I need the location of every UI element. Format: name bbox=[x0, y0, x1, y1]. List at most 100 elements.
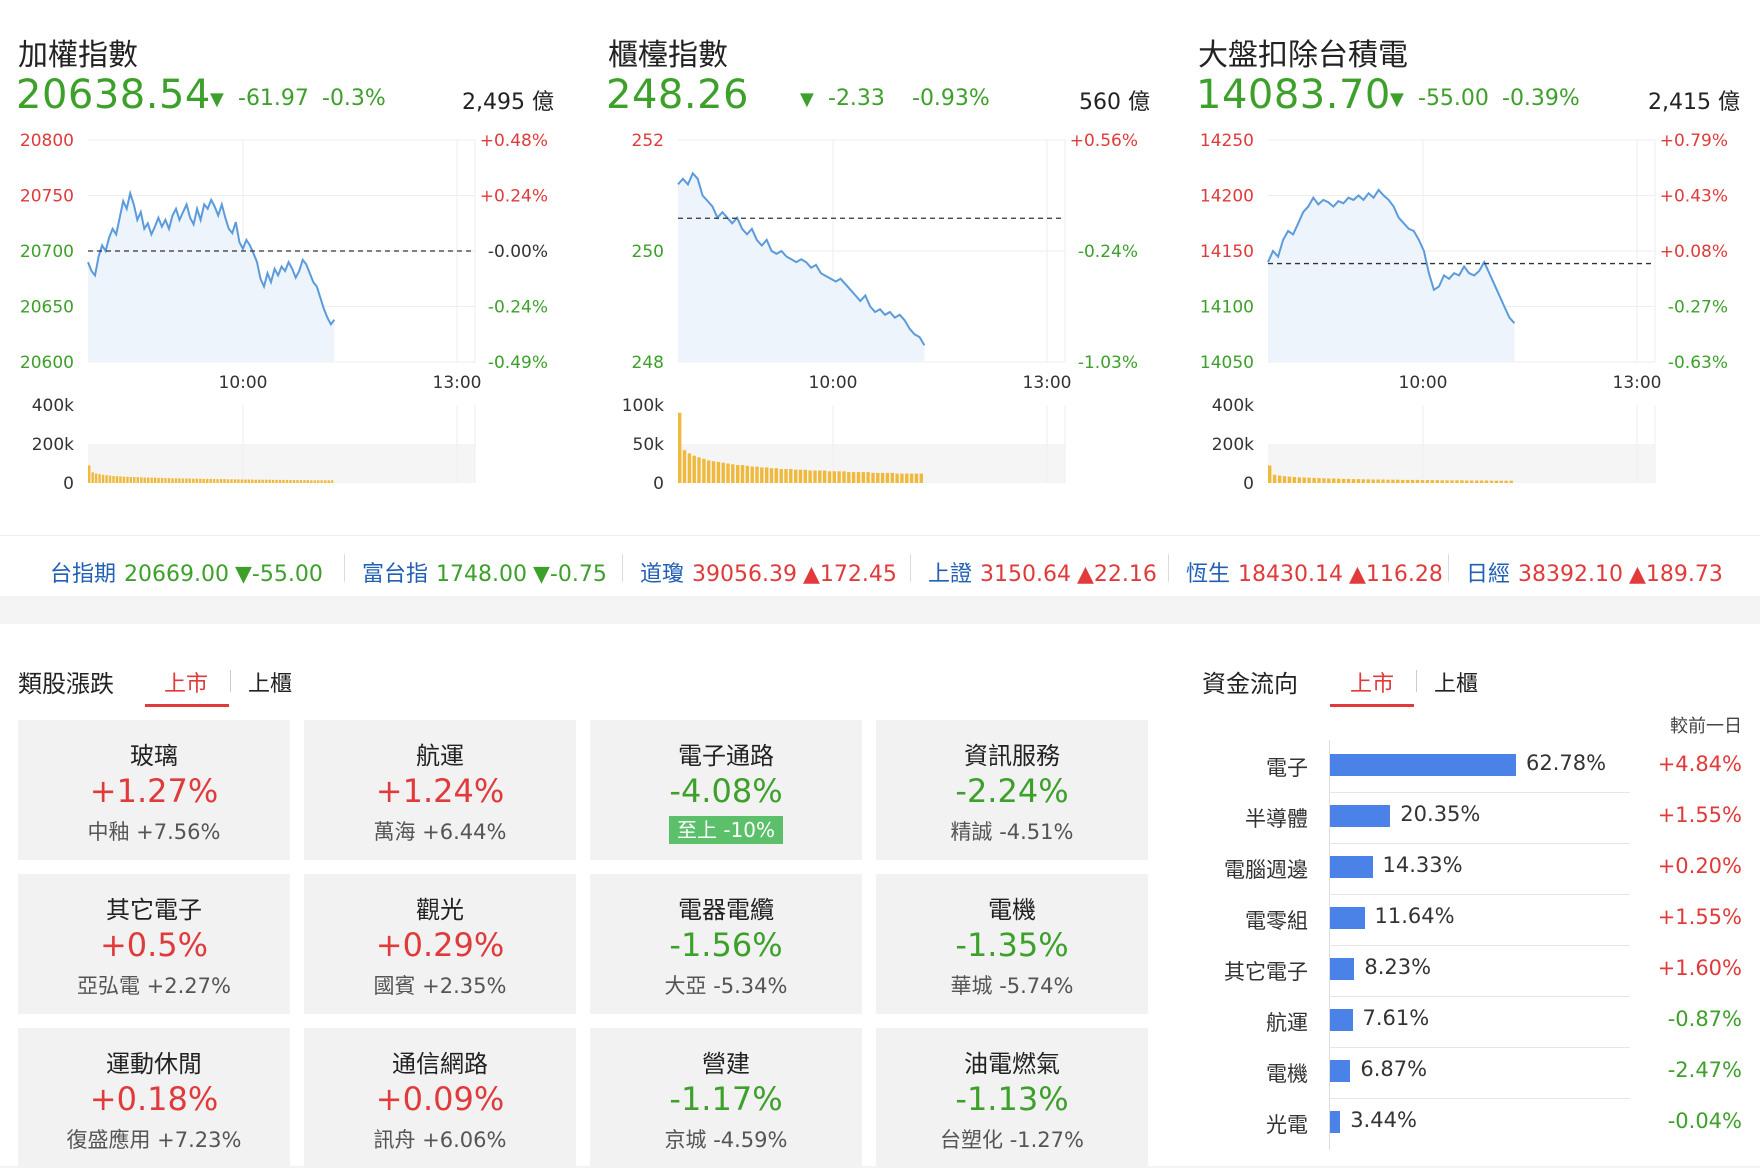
sector-pct: -1.17% bbox=[669, 1080, 783, 1118]
volume-bar bbox=[160, 477, 164, 483]
sector-cell[interactable]: 電器電纜 -1.56% 大亞 -5.34% bbox=[590, 874, 862, 1014]
volume-tick-label: 100k bbox=[622, 396, 664, 416]
ticker-item[interactable]: 恆生 18430.14 ▲116.28 bbox=[1186, 556, 1443, 588]
sector-pct: +0.5% bbox=[99, 926, 209, 964]
volume-bar bbox=[126, 476, 129, 483]
time-tick-label: 10:00 bbox=[219, 373, 268, 393]
sector-cell[interactable]: 觀光 +0.29% 國賓 +2.35% bbox=[304, 874, 576, 1014]
volume-bar bbox=[254, 479, 257, 483]
volume-bar bbox=[181, 478, 185, 483]
volume-bar bbox=[209, 478, 212, 483]
index-title: 大盤扣除台積電 bbox=[1198, 38, 1408, 73]
ff-change: +1.60% bbox=[1657, 956, 1742, 980]
fund-flow-title: 資金流向 bbox=[1202, 670, 1298, 698]
fund-tab-otc[interactable]: 上櫃 bbox=[1434, 672, 1479, 697]
fund-tab-listed[interactable]: 上市 bbox=[1350, 672, 1395, 697]
index-title: 加權指數 bbox=[18, 38, 138, 73]
volume-bar bbox=[330, 480, 334, 483]
index-pct: -0.93% bbox=[912, 86, 990, 111]
sector-cell[interactable]: 其它電子 +0.5% 亞弘電 +2.27% bbox=[18, 874, 290, 1014]
price-line bbox=[677, 171, 926, 346]
ff-bar bbox=[1330, 754, 1516, 776]
volume-bar bbox=[842, 471, 846, 483]
sector-cell[interactable]: 電機 -1.35% 華城 -5.74% bbox=[876, 874, 1148, 1014]
sector-cell[interactable]: 玻璃 +1.27% 中釉 +7.56% bbox=[18, 720, 290, 860]
ticker-item[interactable]: 富台指 1748.00 ▼-0.75 bbox=[362, 556, 607, 588]
sector-cell[interactable]: 運動休閒 +0.18% 復盛應用 +7.23% bbox=[18, 1028, 290, 1168]
volume-bar bbox=[1381, 479, 1385, 483]
volume-bar bbox=[265, 479, 268, 483]
volume-bar bbox=[1282, 476, 1287, 483]
volume-bar bbox=[847, 472, 851, 483]
y-tick-label: 20700 bbox=[20, 242, 74, 262]
sector-pct: +0.29% bbox=[375, 926, 505, 964]
volume-bar bbox=[240, 479, 244, 483]
ff-sector-name: 半導體 bbox=[1245, 807, 1308, 831]
price-line bbox=[1267, 188, 1516, 324]
volume-bar bbox=[711, 461, 716, 483]
pct-tick-label: -0.63% bbox=[1668, 353, 1728, 373]
volume-bar bbox=[1272, 474, 1277, 483]
time-tick-label: 13:00 bbox=[1613, 373, 1662, 393]
y-tick-label: 14250 bbox=[1200, 131, 1254, 151]
ticker-item[interactable]: 日經 38392.10 ▲189.73 bbox=[1466, 556, 1723, 588]
volume-bar bbox=[1504, 480, 1508, 483]
y-tick-label: 14150 bbox=[1200, 242, 1254, 262]
volume-bar bbox=[129, 477, 132, 483]
volume-bar bbox=[122, 476, 126, 483]
sector-cell[interactable]: 營建 -1.17% 京城 -4.59% bbox=[590, 1028, 862, 1168]
index-panel[interactable]: 櫃檯指數 248.26 ▼ -2.33 -0.93% 560 億 252 250 248 +0.5… bbox=[590, 0, 1150, 530]
volume-bar bbox=[1465, 480, 1469, 483]
volume-bar bbox=[1307, 477, 1311, 483]
index-volume: 2,495 億 bbox=[462, 90, 554, 115]
volume-bar bbox=[721, 462, 725, 483]
volume-bar bbox=[890, 472, 894, 483]
ff-pct: 14.33% bbox=[1382, 853, 1463, 877]
sector-pct: -1.56% bbox=[669, 926, 783, 964]
sector-cell[interactable]: 電子通路 -4.08% 至上 -10% bbox=[590, 720, 862, 860]
volume-bar bbox=[707, 460, 711, 483]
volume-bar bbox=[736, 465, 740, 483]
ticker-item[interactable]: 上證 3150.64 ▲22.16 bbox=[928, 556, 1157, 588]
pct-tick-label: +0.24% bbox=[480, 187, 548, 207]
volume-bar bbox=[185, 478, 188, 483]
pct-tick-label: -0.24% bbox=[1078, 242, 1138, 262]
volume-bar bbox=[1489, 480, 1494, 483]
index-panel[interactable]: 加權指數 20638.54 ▼ -61.97 -0.3% 2,495 億 20800 2075… bbox=[0, 0, 560, 530]
sector-cell[interactable]: 通信網路 +0.09% 訊舟 +6.06% bbox=[304, 1028, 576, 1168]
index-panel[interactable]: 大盤扣除台積電 14083.70 ▼ -55.00 -0.39% 2,415 億 14250… bbox=[1180, 0, 1740, 530]
sector-cell[interactable]: 資訊服務 -2.24% 精誠 -4.51% bbox=[876, 720, 1148, 860]
sector-leader: 萬海 +6.44% bbox=[373, 820, 507, 844]
ticker-divider bbox=[344, 554, 345, 582]
volume-bar bbox=[94, 473, 98, 483]
sector-name: 資訊服務 bbox=[964, 742, 1060, 770]
sector-tab-listed[interactable]: 上市 bbox=[164, 672, 209, 697]
ff-pct: 62.78% bbox=[1526, 751, 1607, 775]
y-tick-label: 14200 bbox=[1200, 187, 1254, 207]
sector-tab-underline bbox=[145, 704, 229, 707]
sector-leader: 訊舟 +6.06% bbox=[373, 1128, 507, 1152]
sector-name: 電子通路 bbox=[678, 742, 774, 770]
sector-cell[interactable]: 油電燃氣 -1.13% 台塑化 -1.27% bbox=[876, 1028, 1148, 1168]
volume-bar bbox=[147, 477, 150, 483]
y-tick-label: 20600 bbox=[20, 353, 74, 373]
sector-tab-otc[interactable]: 上櫃 bbox=[248, 672, 293, 697]
volume-bar bbox=[726, 463, 730, 483]
volume-bar bbox=[1410, 479, 1415, 483]
ticker-item[interactable]: 台指期 20669.00 ▼-55.00 bbox=[50, 556, 323, 588]
volume-bar bbox=[1435, 480, 1439, 483]
volume-bar bbox=[237, 479, 240, 483]
volume-bar bbox=[178, 478, 181, 483]
volume-bar bbox=[303, 480, 306, 483]
ff-change: +4.84% bbox=[1657, 752, 1742, 776]
ticker-item[interactable]: 道瓊 39056.39 ▲172.45 bbox=[640, 556, 897, 588]
volume-bar bbox=[261, 479, 264, 483]
volume-bar bbox=[1346, 478, 1351, 483]
pct-tick-label: -0.49% bbox=[488, 353, 548, 373]
volume-bar bbox=[296, 480, 299, 483]
down-arrow-icon: ▼ bbox=[1390, 89, 1404, 110]
sector-cell[interactable]: 航運 +1.24% 萬海 +6.44% bbox=[304, 720, 576, 860]
ticker-value: 20669.00 bbox=[124, 562, 229, 587]
volume-bar bbox=[88, 465, 91, 483]
y-tick-label: 250 bbox=[632, 242, 664, 262]
